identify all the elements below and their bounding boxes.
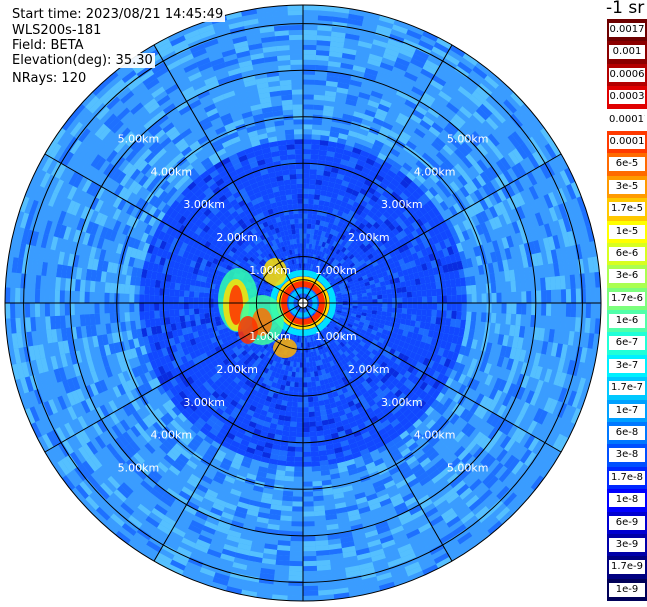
colorbar-tick-label: 0.0006 [609,67,645,82]
colorbar-swatch: 6e-6 [607,242,647,266]
range-label: 4.00km [151,429,193,442]
range-label: 1.00km [249,330,291,343]
range-label: 5.00km [118,132,160,145]
azimuth-spoke [153,302,304,562]
range-label: 2.00km [216,363,258,376]
colorbar-tick-label: 6e-5 [609,157,645,172]
colorbar-swatch: 1.7e-8 [607,466,647,490]
azimuth-spoke [302,302,453,562]
colorbar-swatch: 0.0006 [607,63,647,87]
colorbar-tick-label: 0.0003 [609,90,645,105]
colorbar-swatch: 3e-8 [607,444,647,467]
colorbar-tick-label: 3e-6 [609,269,645,284]
colorbar-swatch: 0.001 [607,41,647,64]
colorbar-swatch: 1e-7 [607,399,647,423]
colorbar-swatch: 6e-9 [607,511,647,534]
colorbar-tick-label: 0.0001 [609,134,645,149]
colorbar-swatch: 1.7e-6 [607,287,647,311]
colorbar-tick-label: 6e-6 [609,246,645,261]
plume-patch [238,316,258,344]
colorbar-swatch: 1e-6 [607,310,647,333]
colorbar-tick-label: 3e-8 [609,448,645,463]
colorbar-tick-label: 1.7e-8 [609,470,645,485]
colorbar-swatch: 3e-6 [607,265,647,288]
colorbar-swatch: 0.0001 [607,130,647,154]
colorbar-unit-label: -1 sr [606,0,645,18]
azimuth-spoke [153,44,304,304]
colorbar-tick-label: 1e-7 [609,403,645,418]
elevation-label: Elevation(deg): 35.30 [10,53,155,68]
range-label: 1.00km [315,330,357,343]
range-label: 5.00km [447,132,489,145]
colorbar-swatch: 1.7e-5 [607,198,647,221]
range-label: 4.00km [414,429,456,442]
colorbar-swatch: 3e-7 [607,354,647,378]
colorbar-tick-label: 1e-5 [609,224,645,239]
colorbar-tick-label: 3e-7 [609,358,645,373]
azimuth-spoke [302,302,562,453]
range-label: 2.00km [216,231,258,244]
colorbar-tick-label: 6e-7 [609,336,645,351]
colorbar-tick-label: 1e-9 [609,582,645,597]
colorbar-tick-label: 3e-5 [609,179,645,194]
range-label: 5.00km [447,462,489,475]
range-label: 1.00km [315,264,357,277]
azimuth-spoke [302,44,453,304]
instrument-label: WLS200s-181 [10,23,104,38]
range-label: 3.00km [381,396,423,409]
colorbar-swatch: 6e-7 [607,332,647,355]
colorbar-swatch: 1.7e-9 [607,556,647,579]
range-label: 4.00km [151,165,193,178]
colorbar-tick-label: 6e-9 [609,515,645,530]
colorbar-swatch: 1.7e-7 [607,377,647,400]
colorbar-swatch: 1e-8 [607,489,647,512]
plume-patch [229,285,243,325]
range-label: 3.00km [381,198,423,211]
colorbar-swatch: 3e-5 [607,175,647,199]
colorbar-swatch: 1e-9 [607,578,647,602]
colorbar-tick-label: 0.001 [609,45,645,60]
colorbar-tick-label: 1.7e-7 [609,381,645,396]
colorbar-swatch: 0.0003 [607,86,647,109]
range-label: 1.00km [249,264,291,277]
colorbar-tick-label: 0.0017 [609,23,645,37]
colorbar-tick-label: 1e-6 [609,314,645,329]
colorbar-tick-label: 6e-8 [609,426,645,441]
colorbar-swatch: 0.0017 [607,19,647,42]
colorbar-swatch: 3e-9 [607,533,647,557]
range-label: 3.00km [183,396,225,409]
range-label: 2.00km [348,363,390,376]
field-label: Field: BETA [10,38,86,53]
azimuth-spoke [44,302,304,453]
range-label: 5.00km [118,462,160,475]
ppi-cells [5,5,601,601]
nrays-label: NRays: 120 [10,71,89,86]
start-time-label: Start time: 2023/08/21 14:45:49 [10,7,226,22]
colorbar-tick-label: 1.7e-6 [609,291,645,306]
colorbar-tick-label: 0.00017 [609,112,645,127]
colorbar-tick-label: 1e-8 [609,493,645,508]
colorbar-swatch: 6e-8 [607,422,647,445]
colorbar-tick-label: 1.7e-9 [609,560,645,575]
range-label: 4.00km [414,165,456,178]
colorbar-swatch: 0.00017 [607,108,647,131]
azimuth-spoke [302,153,562,304]
colorbar-swatch: 6e-5 [607,153,647,176]
colorbar-tick-label: 3e-9 [609,537,645,552]
colorbar: 0.0017 0.001 0.0006 0.0003 0.00017 0.0001 6e-5… [607,19,647,602]
azimuth-spoke [44,153,304,304]
colorbar-swatch: 1e-5 [607,220,647,243]
range-label: 3.00km [183,198,225,211]
colorbar-tick-label: 1.7e-5 [609,202,645,217]
range-label: 2.00km [348,231,390,244]
